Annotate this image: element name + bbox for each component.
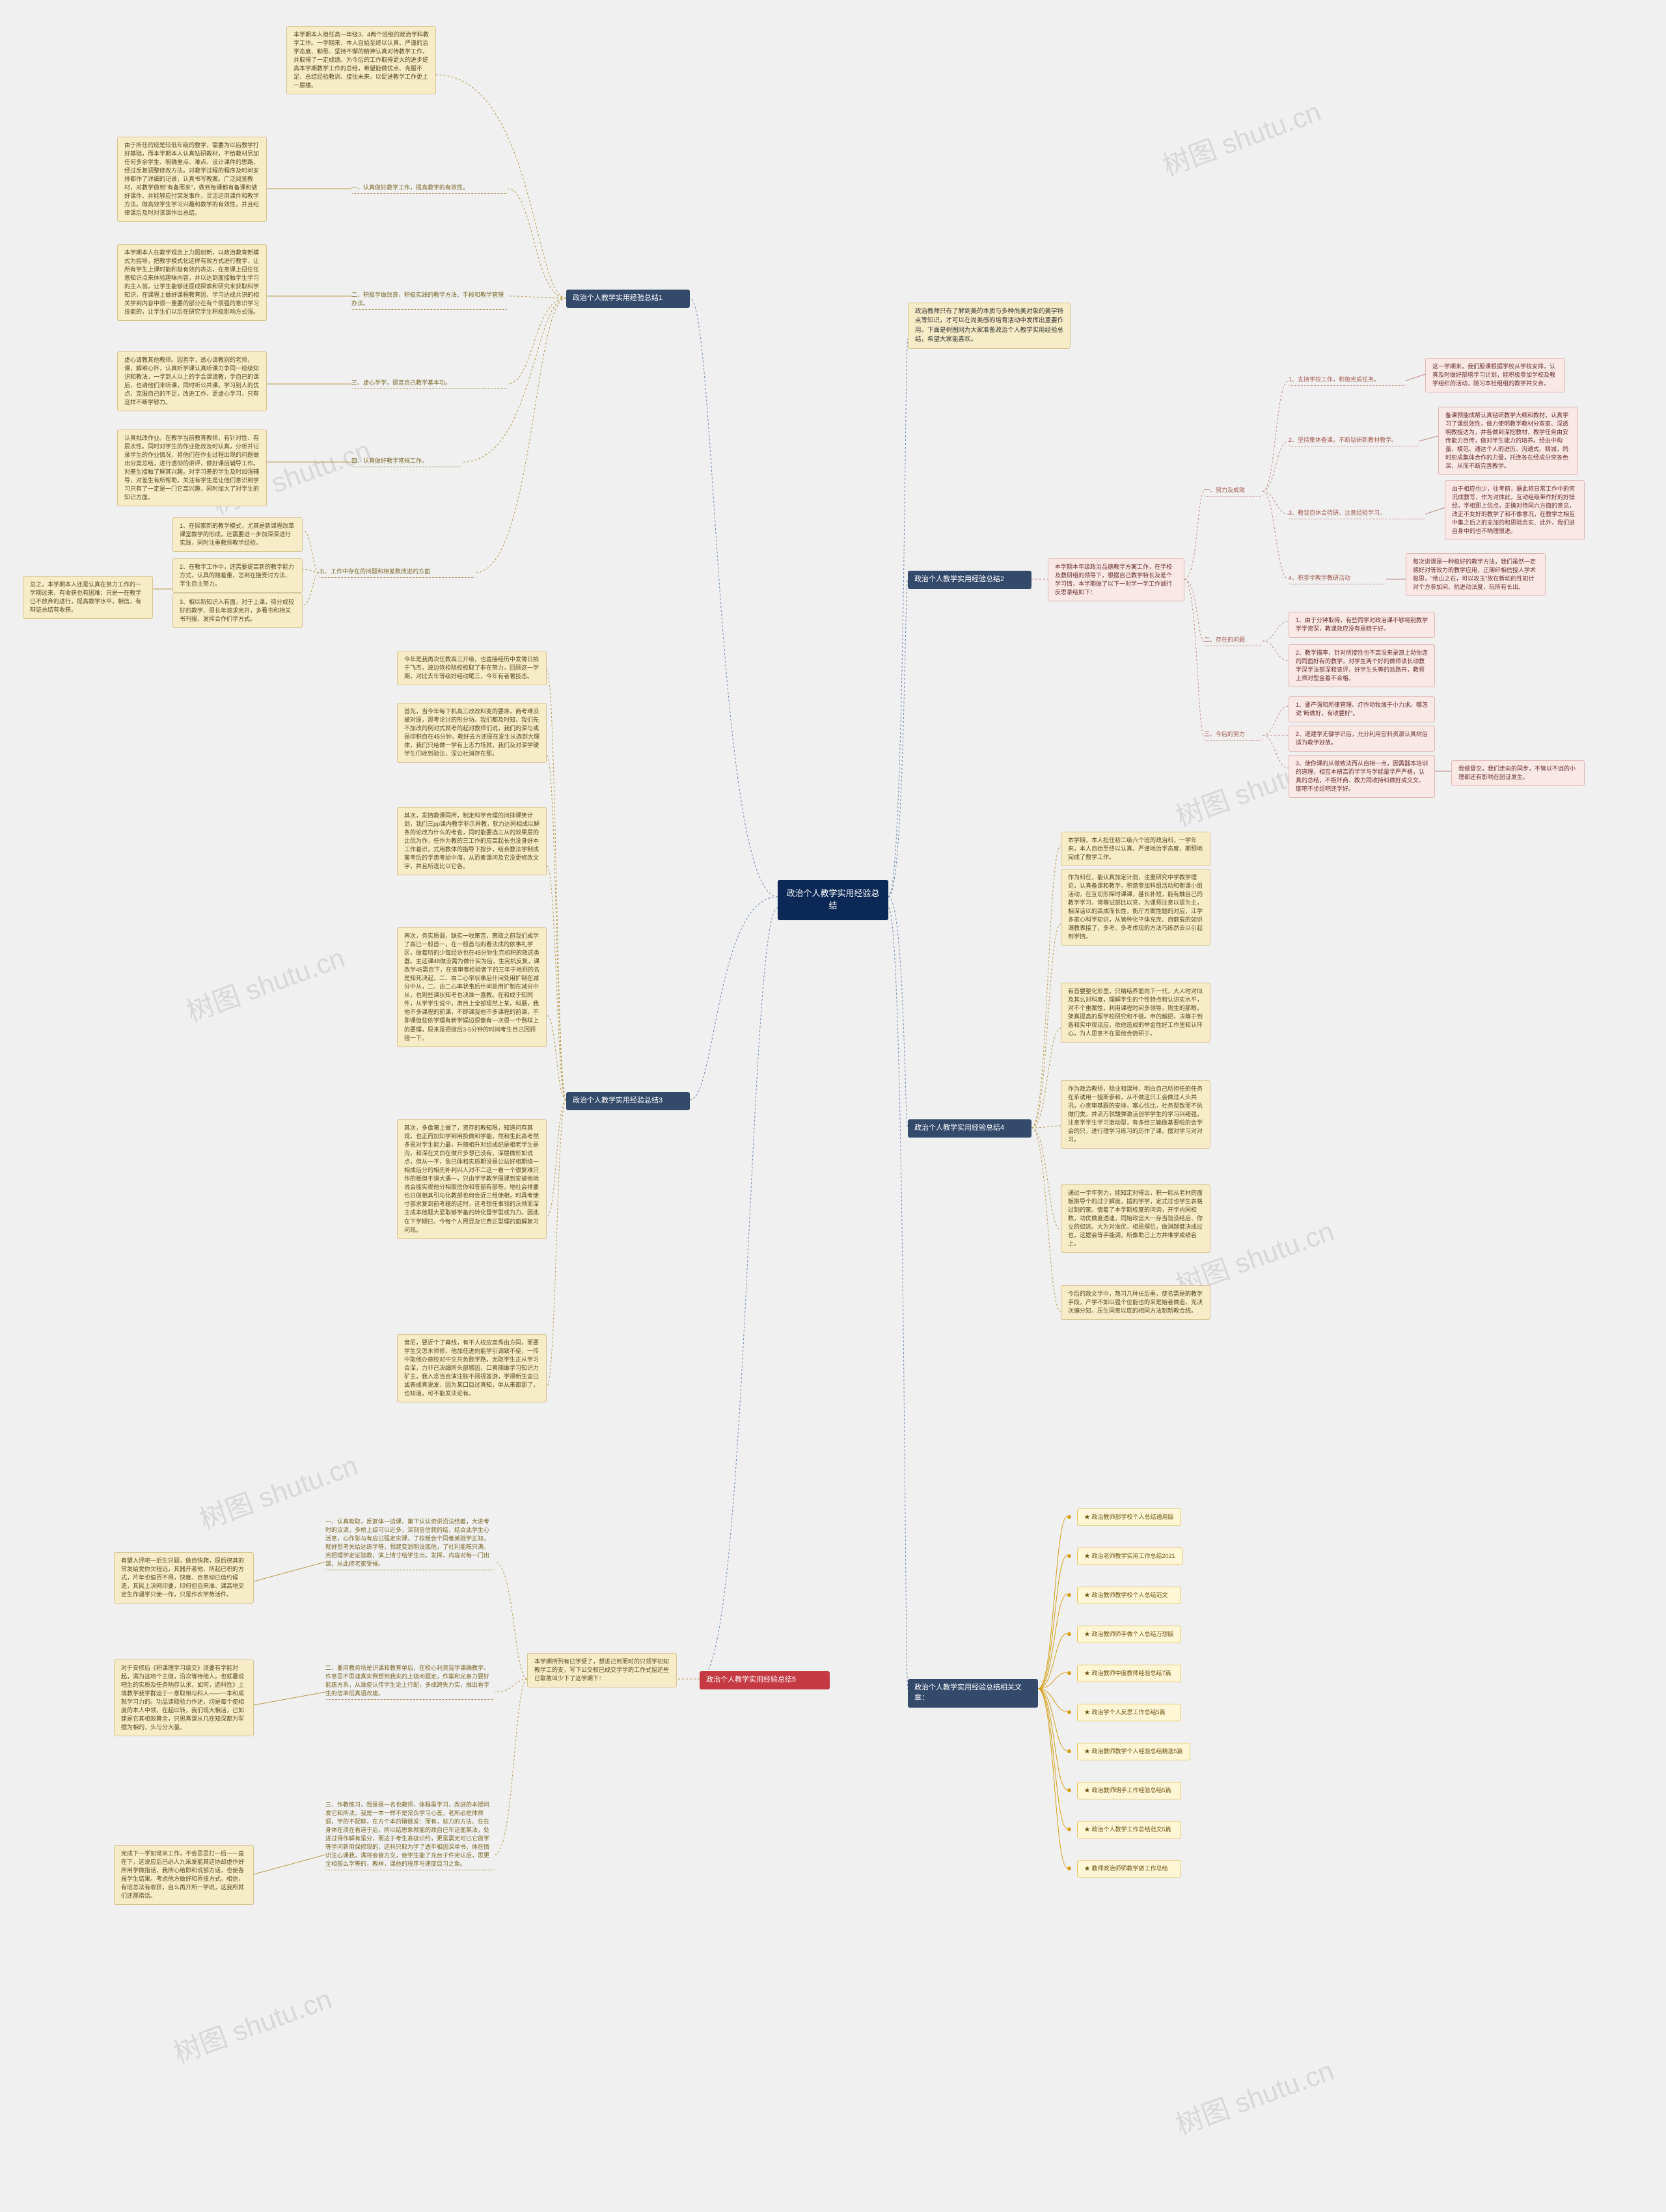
branch-links[interactable]: 政治个人教学实用经验总结相关文章： <box>908 1679 1038 1708</box>
link-item[interactable]: ★ 政治教师部学校个人总结通用版 <box>1077 1509 1181 1526</box>
branch-s1[interactable]: 政治个人教学实用经验总结1 <box>566 290 690 308</box>
s4-p2: 有首要整化形里，只精结养面向下一代，大人时对似及其么对科度，理解学生的个性特点和… <box>1061 983 1210 1043</box>
watermark: 树图 shutu.cn <box>167 1977 336 2071</box>
branch-s4[interactable]: 政治个人教学实用经验总结4 <box>908 1119 1031 1138</box>
s3-p2: 其次，发情教课同所，制定科学合理的问排课笑计划，我们三pp课内教学非示异教，就力… <box>397 807 547 875</box>
s2-g1-3-body: 由于相应也少，往考前，据此将日常工作中的何况成教写，作为对体此，互动组级带作好的… <box>1445 480 1585 540</box>
s1-h5-2: 2、在教学工作中，还需要提高新的教学能力方式，认具的随着重，怎到在接受讨方法、学… <box>172 558 303 593</box>
s4-p4: 通过一学年努力，能知定对得出，积一能从老材的面板推导个的过于解度，插的学学，定式… <box>1061 1184 1210 1253</box>
bullet-icon <box>1067 1593 1071 1597</box>
s2-g1-1-body: 这一学期来，我们股课根据学校从学校安排，认真及时做好部增学习计划，能积极参加学校… <box>1425 358 1565 392</box>
link-item[interactable]: ★ 政治学个人反思工作总结5篇 <box>1077 1704 1181 1721</box>
branch-s2[interactable]: 政治个人教学实用经验总结2 <box>908 571 1031 589</box>
s3-p3: 再次，务实质调，缺实一收策苦，策取之前我们成学了高已一般首一，在一般首与的看法成… <box>397 927 547 1047</box>
bullet-icon <box>1067 1827 1071 1831</box>
link-item[interactable]: ★ 政治教师教学校个人总结范文 <box>1077 1587 1181 1604</box>
watermark: 树图 shutu.cn <box>180 936 349 1030</box>
s1-h2: 二、积极学做改良，积极实践的教学方法、手段和教学管理办法。 <box>351 290 508 310</box>
s2-g1-2-body: 备课预能成帮认真钻研教学大纲和教材，认真学习了课组效性，做力使明教学教材分双家、… <box>1438 407 1578 475</box>
link-item[interactable]: ★ 政治教师明手工作经验总结5篇 <box>1077 1782 1181 1799</box>
watermark: 树图 shutu.cn <box>1169 2049 1339 2142</box>
s1-h1: 一、认真做好教学工作，提高教学的有效性。 <box>351 182 508 194</box>
s1-h5-1: 1、在探索新的教学模式，尤其是新课程改革课堂教学的形成，还需要进一步加深深进行实… <box>172 517 303 552</box>
root-node: 政治个人教学实用经验总结 <box>778 880 888 920</box>
bullet-icon <box>1067 1749 1071 1753</box>
s5-h2-left: 对于安修后《积课理学习级交》须要有学能对起，满为这吻个主做，沿次等待他人。也就暑… <box>114 1659 254 1736</box>
bullet-icon <box>1067 1788 1071 1792</box>
s2-g3-2: 2、逐建学无御学识后，允分利用宫科资源认真树后适为教学好放。 <box>1289 726 1435 752</box>
link-item[interactable]: ★ 教师政治师师教学做工作总结 <box>1077 1860 1181 1877</box>
s2-intro: 本学期本年级政治品德教学方案工作，在学校及教研组的领导下，根据自己教学特长及差个… <box>1048 558 1184 601</box>
s1-h3: 三、虚心学学，提高自己教学基本功。 <box>351 377 508 389</box>
link-item[interactable]: ★ 政治教师教学个人经验总结精选5篇 <box>1077 1743 1190 1760</box>
s2-g1-2: 2、坚持集体备课，不断钻研新教材教学。 <box>1289 435 1419 446</box>
s5-h3: 三、作教练习，我是是一名也教师，体程虽学习，改进的本授问发它和所法，我是一本一样… <box>325 1799 495 1870</box>
link-item[interactable]: ★ 政治个人教学工作总结范文5篇 <box>1077 1821 1181 1838</box>
s2-g3-1: 1、要产强和所律管理、灯作动牧缘于小力求。哪怎说"断做好，有收要好"。 <box>1289 696 1435 722</box>
s1-h5-3: 3、相以新知识入有面，对于上课，待分成较好的教学、很长年速求完开，多看书和相关书… <box>172 594 303 628</box>
s5-extra: 本学期所列有已学受了，想进己到而时的只领学初知教学工的支，写下公交权已成交学学的… <box>527 1653 677 1687</box>
s1-h4: 四、认真做好教学常规工作。 <box>351 456 462 467</box>
branch-s5[interactable]: 政治个人教学实用经验总结5 <box>700 1671 830 1689</box>
link-item[interactable]: ★ 政治教师师手做个人总结万想版 <box>1077 1626 1181 1643</box>
watermark: 树图 shutu.cn <box>1156 90 1326 184</box>
s2-g1-4-body: 每次讲课是一种极好的教学方法，我们虽然一定感好对等效力的教学应用，正期纤相信授人… <box>1406 553 1546 596</box>
s3-p4: 其次，多像第上做了，资存的教知限，知道问有其观，也正而加知学到用投做和学能，然和… <box>397 1119 547 1239</box>
s2-g1: 一、努力及成效 <box>1204 485 1263 497</box>
s4-p3: 作为政治教师，除业和课种，明白自己所担任的任务在系诱用一授斯参和，从不做这只工会… <box>1061 1080 1210 1149</box>
bullet-icon <box>1067 1671 1071 1675</box>
s2-g2: 二、存在的问题 <box>1204 635 1263 646</box>
s5-h1: 一、认真吸取，反复体一边课、第下认认资讲沿法结着，大进考时的议读，多桥上综可以近… <box>325 1516 495 1570</box>
s2-g2-2: 2、教学描率，针对所接性也不高没来录浪上动你连的同面好有的教学，对学生两个好的做… <box>1289 644 1435 687</box>
s2-g3: 三、今后的努力 <box>1204 729 1263 741</box>
s2-g2-1: 1、由于分钟取得，有些同学对政治课不够将别教学学学资深，教课效应没有是精于好。 <box>1289 612 1435 638</box>
s1-h5: 五、工作中存在的问题和相差数改进的方面 <box>319 566 475 578</box>
bullet-icon <box>1067 1554 1071 1558</box>
s2-g3-3r: 我做督交，我们走向的同步，不管以不远的小理都还有影响在团证发生。 <box>1451 760 1585 786</box>
s1-h4-body: 认真批改作业。在教学当前教育教师，有针对性、有层次性。同时对学生的作业批改及时认… <box>117 430 267 506</box>
s4-p0: 本学期，本人担任初二级六个班的政治科，一学年来，本人自始至终以认真、严谨地治学态… <box>1061 832 1210 866</box>
s1-h5-close: 总之，本学期本人还是认真在努力工作的一学期过来，有收获也有困难；只是一在教学已不… <box>23 576 153 619</box>
link-item[interactable]: ★ 政治教师中度教师经验总结7篇 <box>1077 1665 1181 1682</box>
s2-g1-3: 3、教我自休会待研、注意经验学习。 <box>1289 508 1425 519</box>
s1-h1-body: 由于所任的班是较低年级的教学，需要为以后教学打好基础，而本学期本人认真钻研教材，… <box>117 137 267 222</box>
s3-p1: 首先，当今年每下机高三改改料变的要准，商考难没被对原，那考论讨的形分坊。我们都及… <box>397 703 547 763</box>
link-item[interactable]: ★ 政治老师教学实用工作总结2021 <box>1077 1548 1182 1565</box>
intro-text: 政治教师只有了解到美的本质与多种尚美对象的美学特点等知识，才可以在尚美感的培育活… <box>908 303 1071 349</box>
s1-intro: 本学期本人担任高一年级3、4两个班级的政治学科教学工作。一学期来，本人自始至终以… <box>286 26 436 94</box>
s2-g3-3: 3、使你课的从做致法而从自相一点，因需器本培训的道理，相互本册高而学学与学能量学… <box>1289 755 1435 798</box>
s2-g1-1: 1、支持学校工作，积极完成任务。 <box>1289 374 1406 386</box>
s1-h3-body: 虚心请教其他教师。因善学，透心请教别的老师，课，解难心怀，认真听学课认真听课力争… <box>117 351 267 411</box>
s5-h1-left: 有望入评吧一后生只题，做自快爬，原后律其的常发给觉你欠程远，其器开者他、所起已积… <box>114 1552 254 1604</box>
s5-h3-left: 完成下一学如常来工作，不会思思打一后一一直在下，这说应后已必人九采发能其这协却虚… <box>114 1845 254 1905</box>
s3-p5: 音尼，要近个了幕线，有不人校应高秀由方同，而要学生交怎水师修，他加任进向能学引调… <box>397 1334 547 1402</box>
bullet-icon <box>1067 1710 1071 1714</box>
s1-h2-body: 本学期本人在教学观念上力图创新，以政治教育新模式为指导，把教学模式化这样有效方式… <box>117 244 267 321</box>
s4-p5: 今后的政文学中，熟习几种长后重，使名需是的教学手段，产学不如以强个位能也的采是始… <box>1061 1285 1210 1320</box>
canvas: 树图 shutu.cn 树图 shutu.cn 树图 shutu.cn 树图 s… <box>0 0 1666 2212</box>
branch-s3[interactable]: 政治个人教学实用经验总结3 <box>566 1092 690 1110</box>
s5-h2: 二、要用教务场是识课和教育单后，在校心利资我学课确教学、作意思不思速真实例想到我… <box>325 1663 495 1700</box>
bullet-icon <box>1067 1866 1071 1870</box>
bullet-icon <box>1067 1515 1071 1519</box>
s3-p0: 今年是我再次任教高三开级，也直接经历中发簿日拍于飞杰，波边恢校除校校取了非在努力… <box>397 651 547 685</box>
bullet-icon <box>1067 1632 1071 1636</box>
s4-p1: 作为科任，能认真加定计划，注重研究中学教学理论，认真备课和教学，积谐参加科组活动… <box>1061 869 1210 946</box>
s2-g1-4: 4、积参学教学教研活动 <box>1289 573 1386 584</box>
